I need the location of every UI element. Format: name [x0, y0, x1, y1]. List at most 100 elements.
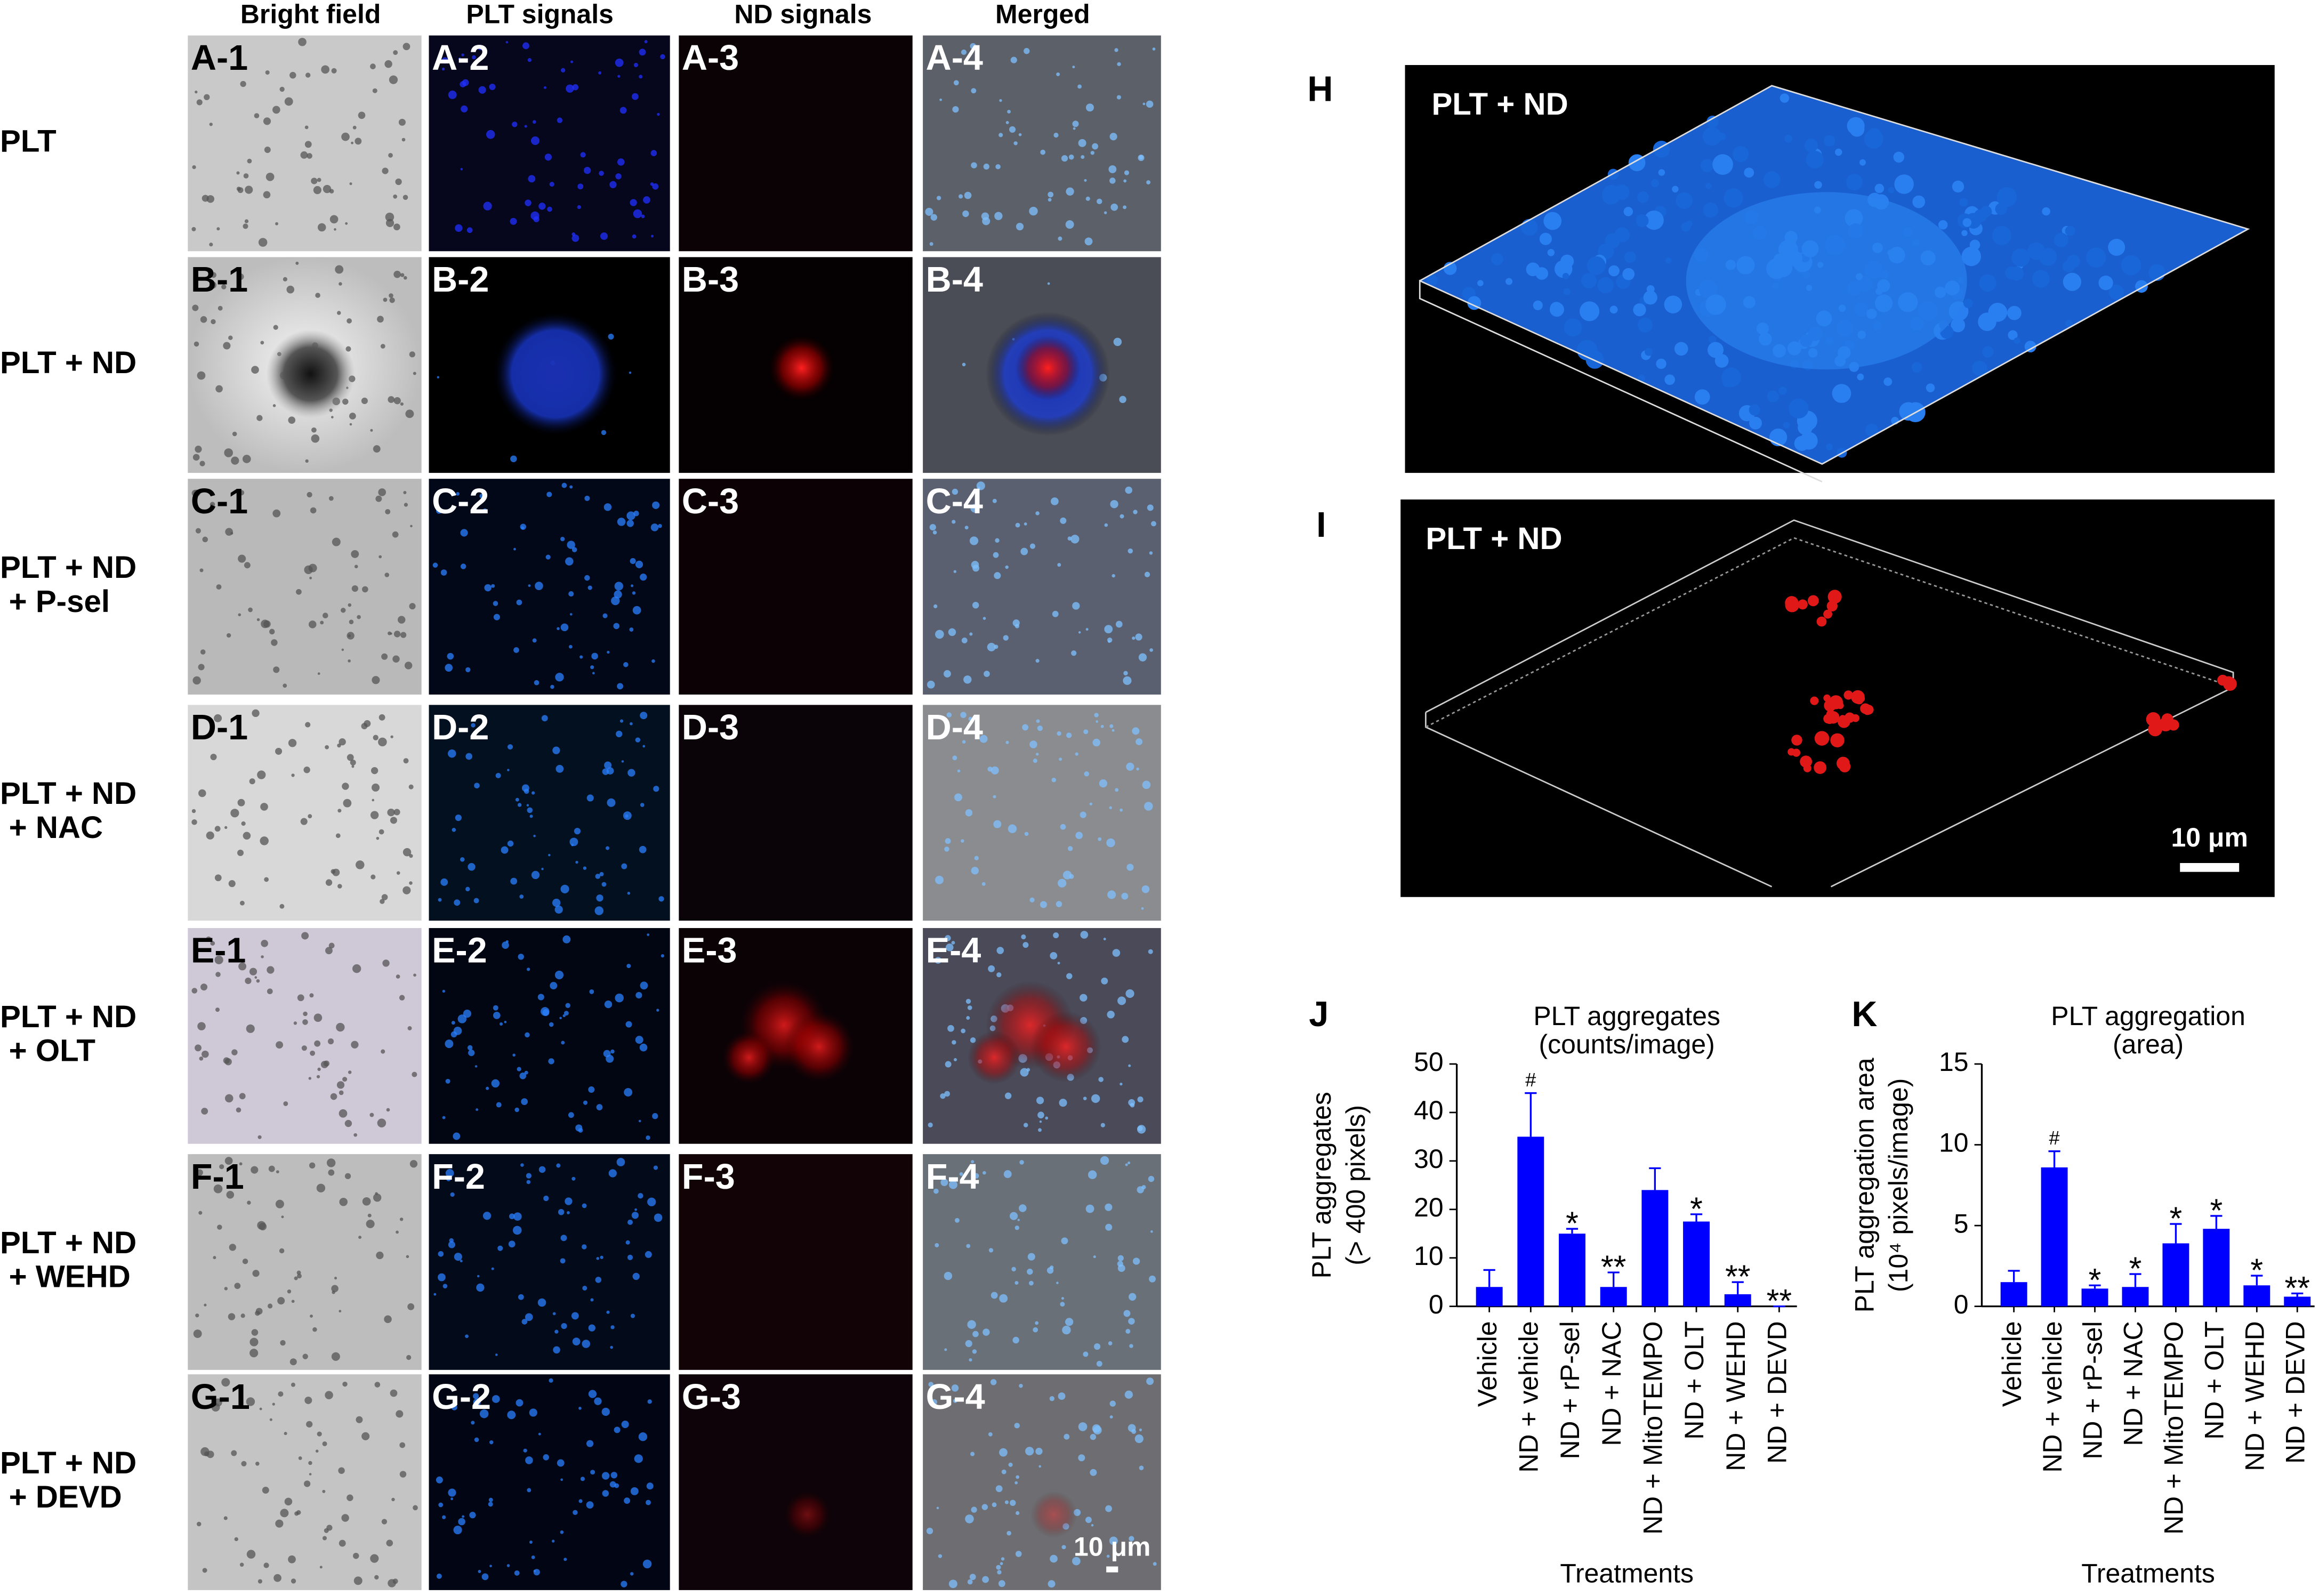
micrograph-speck — [530, 136, 540, 146]
micrograph-speck — [215, 1007, 220, 1012]
micrograph-speck — [578, 1128, 583, 1133]
micrograph-speck — [586, 794, 594, 802]
platelet — [1533, 300, 1543, 310]
micrograph-speck — [447, 652, 454, 660]
micrograph-speck — [1020, 547, 1028, 555]
micrograph-speck — [518, 1294, 524, 1300]
micrograph-speck — [1117, 996, 1126, 1005]
platelet — [1637, 191, 1649, 203]
micrograph-speck — [304, 1396, 312, 1404]
bar — [1559, 1234, 1585, 1307]
micrograph-speck — [629, 371, 632, 374]
micrograph-speck — [384, 1315, 392, 1324]
micrograph-speck — [946, 712, 952, 718]
micrograph-speck — [521, 1098, 528, 1106]
micrograph-speck — [517, 803, 522, 807]
micrograph-speck — [304, 1480, 311, 1487]
micrograph-speck — [1066, 187, 1074, 196]
micrograph-speck — [1134, 1434, 1144, 1444]
platelet — [1779, 93, 1790, 103]
micrograph-speck — [1024, 48, 1030, 54]
platelet — [1645, 348, 1653, 356]
nd-signal — [722, 1030, 776, 1084]
micrograph-speck — [283, 1101, 288, 1106]
micrograph-speck — [1078, 631, 1081, 634]
micrograph-speck — [642, 745, 646, 748]
micrograph-speck — [638, 1193, 643, 1199]
micrograph-speck — [251, 1329, 259, 1336]
micrograph-speck — [632, 591, 636, 595]
error-bar — [2008, 1270, 2020, 1283]
platelet — [1708, 342, 1724, 358]
micrograph-speck — [457, 1014, 467, 1023]
micrograph-speck — [344, 1119, 352, 1127]
platelet — [1562, 272, 1569, 280]
micrograph-speck — [386, 1108, 390, 1112]
platelet — [1636, 214, 1649, 228]
micrograph-speck — [341, 608, 346, 613]
micrograph-speck — [256, 618, 260, 622]
micrograph-speck — [621, 1421, 629, 1429]
micrograph-speck — [489, 83, 496, 90]
micrograph-speck — [325, 947, 333, 955]
micrograph-speck — [961, 637, 968, 643]
micrograph-speck — [331, 416, 334, 418]
micrograph-speck — [298, 37, 307, 46]
micrograph-image — [429, 1374, 670, 1590]
micrograph-speck — [454, 1253, 462, 1261]
micrograph-speck — [615, 58, 624, 67]
micrograph-speck — [408, 784, 414, 789]
micrograph-speck — [382, 960, 390, 967]
micrograph-speck — [465, 753, 472, 760]
micrograph-speck — [329, 215, 339, 224]
micrograph-speck — [1040, 901, 1047, 908]
micrograph-speck — [351, 1041, 359, 1049]
micrograph-speck — [191, 988, 198, 994]
micrograph-speck — [328, 942, 335, 949]
platelet — [1961, 230, 1968, 236]
micrograph-speck — [623, 662, 629, 667]
x-tick-label: ND + rP-sel — [1555, 1321, 1585, 1459]
platelet — [2065, 225, 2075, 236]
micrograph-speck — [221, 1378, 230, 1387]
micrograph-speck — [1001, 1469, 1006, 1474]
micrograph-speck — [1146, 1377, 1154, 1385]
micrograph-speck — [639, 1043, 648, 1052]
platelet — [1587, 256, 1606, 275]
micrograph-speck — [393, 223, 400, 231]
platelet — [2007, 305, 2022, 320]
micrograph-speck — [1019, 1204, 1027, 1212]
micrograph-speck — [578, 1499, 583, 1503]
micrograph-speck — [650, 150, 657, 157]
micrograph-speck — [461, 105, 468, 112]
micrograph-speck — [404, 662, 413, 670]
micrograph-speck — [1068, 154, 1074, 160]
micrograph-speck — [246, 1550, 256, 1559]
micrograph-speck — [962, 362, 966, 367]
micrograph-speck — [1022, 942, 1029, 948]
micrograph-speck — [1089, 802, 1093, 805]
bar — [1683, 1221, 1710, 1307]
micrograph-speck — [293, 1021, 297, 1025]
micrograph-speck — [602, 613, 608, 618]
micrograph-speck — [310, 507, 317, 514]
micrograph-speck — [569, 837, 578, 847]
x-tick-label: ND + NAC — [2119, 1321, 2148, 1446]
micrograph-speck — [549, 181, 554, 187]
micrograph-speck — [625, 1021, 632, 1028]
micrograph-speck — [1078, 1422, 1088, 1431]
platelet — [2108, 284, 2124, 300]
micrograph-speck — [1040, 149, 1046, 155]
micrograph-speck — [308, 620, 317, 628]
micrograph-speck — [477, 44, 483, 51]
micrograph-speck — [608, 334, 614, 340]
micrograph-speck — [402, 848, 412, 857]
micrograph-speck — [563, 1011, 569, 1016]
micrograph-speck — [225, 528, 233, 536]
micrograph-speck — [438, 1251, 444, 1257]
micrograph-speck — [1005, 120, 1009, 124]
micrograph: G-4 — [923, 1374, 1161, 1590]
micrograph-speck — [927, 680, 935, 689]
micrograph: C-3 — [679, 479, 913, 695]
micrograph-speck — [962, 740, 966, 744]
